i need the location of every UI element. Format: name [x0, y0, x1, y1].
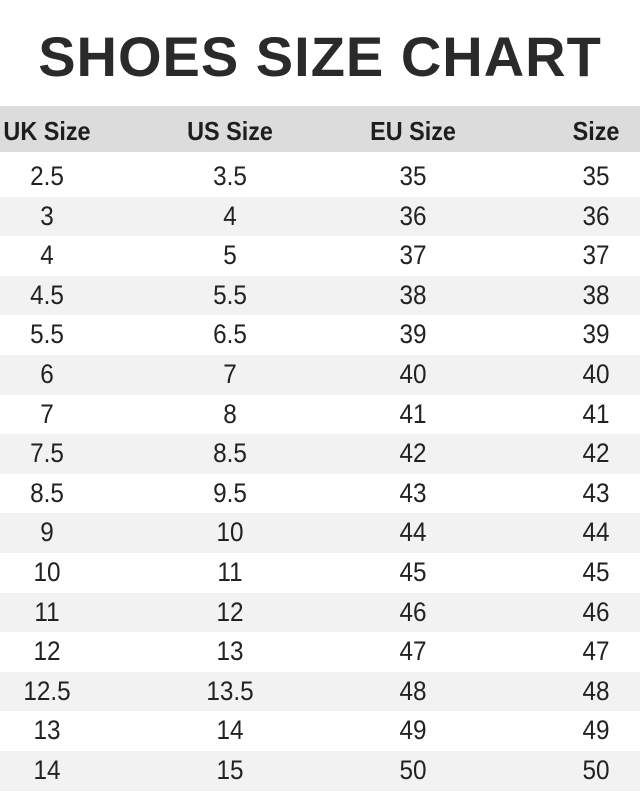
- table-cell: 49: [399, 715, 427, 746]
- table-cell: 5: [223, 240, 237, 271]
- table-cell: 8.5: [213, 438, 247, 469]
- table-cell: 39: [582, 319, 610, 350]
- table-cell: 8: [223, 398, 237, 429]
- table-cell: 50: [582, 754, 610, 785]
- table-row: 9 10 44 44: [0, 513, 640, 553]
- table-cell: 2.5: [30, 161, 64, 191]
- table-cell: 9.5: [213, 477, 247, 508]
- table-cell: 7: [223, 358, 237, 389]
- table-cell: 42: [582, 438, 610, 469]
- table-cell: 5.5: [213, 279, 247, 310]
- table-cell: 41: [399, 398, 427, 429]
- table-cell: 10: [33, 556, 61, 587]
- table-cell: 38: [399, 279, 427, 310]
- table-row: 10 11 45 45: [0, 553, 640, 593]
- table-cell: 11: [217, 556, 243, 587]
- table-cell: 37: [582, 240, 610, 271]
- table-row: 8.5 9.5 43 43: [0, 474, 640, 514]
- table-cell: 5.5: [30, 319, 64, 350]
- table-cell: 35: [582, 161, 610, 191]
- table-cell: 40: [582, 358, 610, 389]
- table-cell: 9: [40, 517, 54, 548]
- table-cell: 44: [399, 517, 427, 548]
- table-cell: 4: [40, 240, 54, 271]
- table-cell: 12: [216, 596, 244, 627]
- table-cell: 38: [582, 279, 610, 310]
- table-row: 12 13 47 47: [0, 632, 640, 672]
- table-cell: 13.5: [206, 675, 254, 706]
- table-cell: 44: [582, 517, 610, 548]
- table-cell: 46: [582, 596, 610, 627]
- table-cell: 48: [399, 675, 427, 706]
- table-row: 11 12 46 46: [0, 592, 640, 633]
- table-cell: 47: [582, 636, 610, 667]
- table-cell: 45: [582, 556, 610, 587]
- table-cell: 6.5: [213, 319, 247, 350]
- table-cell: 46: [399, 596, 427, 627]
- table-row: 7 8 41 41: [0, 395, 640, 435]
- table-row: 5.5 6.5 39 39: [0, 315, 640, 355]
- table-cell: 4.5: [30, 279, 64, 310]
- table-row: 7.5 8.5 42 42: [0, 434, 640, 474]
- table-row: 2.5 3.5 35 35: [0, 157, 640, 197]
- header-eu-size: EU Size: [370, 116, 456, 146]
- table-cell: 3.5: [213, 161, 247, 191]
- table-cell: 13: [33, 715, 61, 746]
- table-cell: 49: [582, 715, 610, 746]
- table-cell: 43: [582, 477, 610, 508]
- table-row: 12.5 13.5 48 48: [0, 671, 640, 712]
- size-table: UK Size US Size EU Size Size 2.5 3.5 35 35 3…: [0, 106, 640, 791]
- table-cell: 8.5: [30, 477, 64, 508]
- table-cell: 14: [33, 754, 61, 785]
- table-cell: 45: [399, 556, 427, 587]
- page-title: SHOES SIZE CHART: [38, 25, 602, 88]
- table-cell: 7: [40, 398, 54, 429]
- table-row: 4.5 5.5 38 38: [0, 275, 640, 316]
- table-cell: 37: [399, 240, 427, 271]
- table-cell: 42: [399, 438, 427, 469]
- table-cell: 10: [216, 517, 244, 548]
- table-header: UK Size US Size EU Size Size: [0, 106, 640, 152]
- table-cell: 13: [216, 636, 244, 667]
- table-cell: 6: [40, 358, 54, 389]
- table-row: 3 4 36 36: [0, 196, 640, 237]
- table-cell: 12: [33, 636, 61, 667]
- table-cell: 3: [40, 200, 54, 231]
- header-size: Size: [572, 116, 620, 146]
- table-cell: 35: [399, 161, 427, 191]
- table-cell: 36: [582, 200, 610, 231]
- header-uk-size: UK Size: [3, 116, 91, 146]
- table-row: 4 5 37 37: [0, 236, 640, 276]
- table-cell: 11: [34, 596, 60, 627]
- table-cell: 15: [216, 754, 244, 785]
- table-cell: 43: [399, 477, 427, 508]
- table-cell: 40: [399, 358, 427, 389]
- table-cell: 4: [223, 200, 237, 231]
- table-row: 13 14 49 49: [0, 711, 640, 751]
- table-cell: 36: [399, 200, 427, 231]
- table-row: 6 7 40 40: [0, 354, 640, 395]
- header-us-size: US Size: [187, 116, 273, 146]
- table-cell: 12.5: [23, 675, 71, 706]
- table-cell: 7.5: [30, 438, 64, 469]
- table-cell: 14: [216, 715, 244, 746]
- table-row: 14 15 50 50: [0, 750, 640, 791]
- table-cell: 47: [399, 636, 427, 667]
- table-cell: 39: [399, 319, 427, 350]
- table-cell: 41: [582, 398, 610, 429]
- table-cell: 48: [582, 675, 610, 706]
- table-cell: 50: [399, 754, 427, 785]
